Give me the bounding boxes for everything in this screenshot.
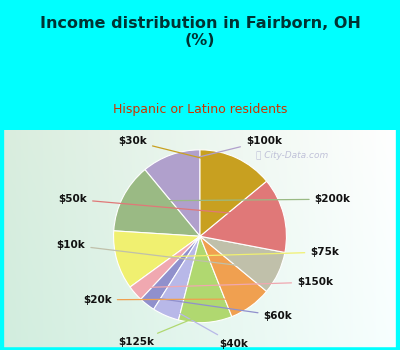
Wedge shape	[130, 236, 200, 299]
Wedge shape	[200, 150, 267, 236]
Wedge shape	[145, 150, 200, 236]
Wedge shape	[141, 236, 200, 309]
Wedge shape	[114, 231, 200, 287]
Wedge shape	[178, 236, 232, 323]
Text: $30k: $30k	[118, 136, 230, 165]
Text: $75k: $75k	[128, 247, 339, 258]
Text: $150k: $150k	[144, 277, 333, 287]
Wedge shape	[154, 236, 200, 320]
Text: $20k: $20k	[83, 295, 243, 305]
Wedge shape	[200, 236, 285, 291]
Text: $125k: $125k	[118, 315, 202, 347]
Text: $40k: $40k	[172, 309, 248, 349]
Text: $60k: $60k	[155, 298, 292, 321]
Text: Hispanic or Latino residents: Hispanic or Latino residents	[113, 103, 287, 116]
Wedge shape	[200, 236, 267, 317]
Text: $50k: $50k	[58, 194, 272, 217]
Text: ⓘ City-Data.com: ⓘ City-Data.com	[256, 152, 328, 160]
Text: $200k: $200k	[134, 194, 351, 204]
Text: $10k: $10k	[56, 240, 268, 269]
Text: $100k: $100k	[176, 136, 282, 162]
Wedge shape	[200, 181, 286, 252]
Text: Income distribution in Fairborn, OH
(%): Income distribution in Fairborn, OH (%)	[40, 16, 360, 48]
Wedge shape	[114, 170, 200, 236]
